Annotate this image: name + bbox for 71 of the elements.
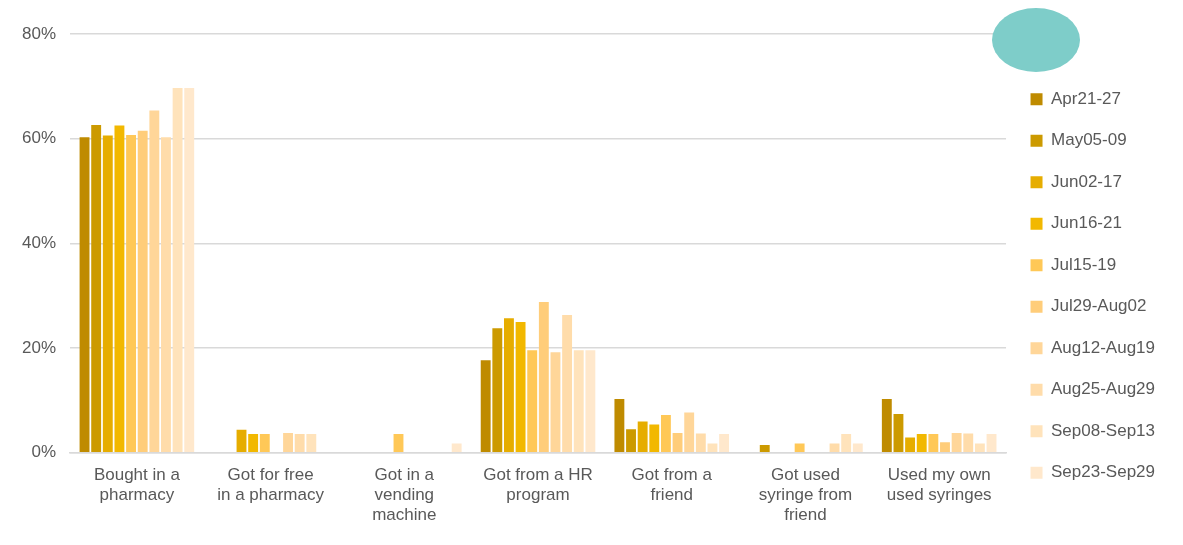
legend-label: Jul15-19 xyxy=(1051,254,1117,274)
bar xyxy=(672,432,683,453)
bar xyxy=(562,315,573,453)
bar xyxy=(236,429,247,453)
legend-label: Apr21-27 xyxy=(1051,88,1121,108)
bar xyxy=(707,443,718,453)
bar xyxy=(614,398,625,453)
y-tick-label: 20% xyxy=(21,337,57,357)
bar xyxy=(79,137,90,453)
bar xyxy=(841,433,852,453)
legend-label: Jun02-17 xyxy=(1051,171,1122,191)
bar xyxy=(585,350,596,453)
x-tick-label: Got from a HR program xyxy=(483,464,593,505)
y-tick-label: 0% xyxy=(31,442,57,462)
legend-label: Jul29-Aug02 xyxy=(1051,296,1147,316)
bar xyxy=(492,328,503,453)
bar xyxy=(916,433,927,453)
legend-label: Aug25-Aug29 xyxy=(1051,379,1156,399)
bar xyxy=(684,412,695,453)
bar xyxy=(695,433,706,453)
y-tick-label: 60% xyxy=(21,128,57,148)
bar xyxy=(515,321,526,453)
legend-label: Sep23-Sep29 xyxy=(1051,462,1156,482)
bar xyxy=(480,360,491,453)
bar xyxy=(852,443,863,453)
bar xyxy=(986,433,997,453)
x-tick-label: Got from a friend xyxy=(631,464,713,505)
bar xyxy=(905,437,916,453)
y-tick-label: 80% xyxy=(21,23,57,43)
bar xyxy=(974,443,985,453)
bar xyxy=(161,137,171,453)
bar xyxy=(393,433,404,453)
bar xyxy=(91,125,102,453)
y-tick-label: 40% xyxy=(21,233,57,253)
bar xyxy=(172,87,183,453)
x-tick-label: Bought in a pharmacy xyxy=(93,464,181,505)
legend-label: Jun16-21 xyxy=(1051,213,1122,233)
bar xyxy=(259,433,270,453)
bar xyxy=(881,398,892,453)
bar xyxy=(928,433,939,453)
bar xyxy=(660,415,671,453)
bar xyxy=(306,433,317,453)
bar xyxy=(940,442,950,453)
bar xyxy=(626,429,636,453)
bar xyxy=(137,130,148,453)
bar xyxy=(248,433,259,453)
legend-label: Aug12-Aug19 xyxy=(1051,337,1156,357)
bar xyxy=(451,443,462,453)
x-tick-label: Used my own used syringes xyxy=(886,464,992,505)
bar xyxy=(829,443,840,453)
bar xyxy=(184,87,195,453)
bar xyxy=(504,318,514,453)
bar xyxy=(573,350,584,453)
bar xyxy=(963,433,974,453)
bar xyxy=(527,350,538,453)
bar xyxy=(149,110,160,453)
legend-label: Sep08-Sep13 xyxy=(1051,420,1156,440)
x-tick-label: Got for free in a pharmacy xyxy=(217,464,325,505)
bar xyxy=(951,432,962,453)
bar xyxy=(759,444,770,453)
bar xyxy=(794,443,805,453)
bar xyxy=(283,432,293,453)
legend-label: May05-09 xyxy=(1051,130,1127,150)
bar xyxy=(126,135,137,453)
bar xyxy=(294,433,305,453)
bar xyxy=(538,302,549,453)
x-tick-label: Got in a vending machine xyxy=(372,464,437,525)
bar xyxy=(550,352,561,453)
bar xyxy=(893,414,904,453)
bar xyxy=(719,433,730,453)
x-tick-label: Got used syringe from friend xyxy=(758,464,853,525)
